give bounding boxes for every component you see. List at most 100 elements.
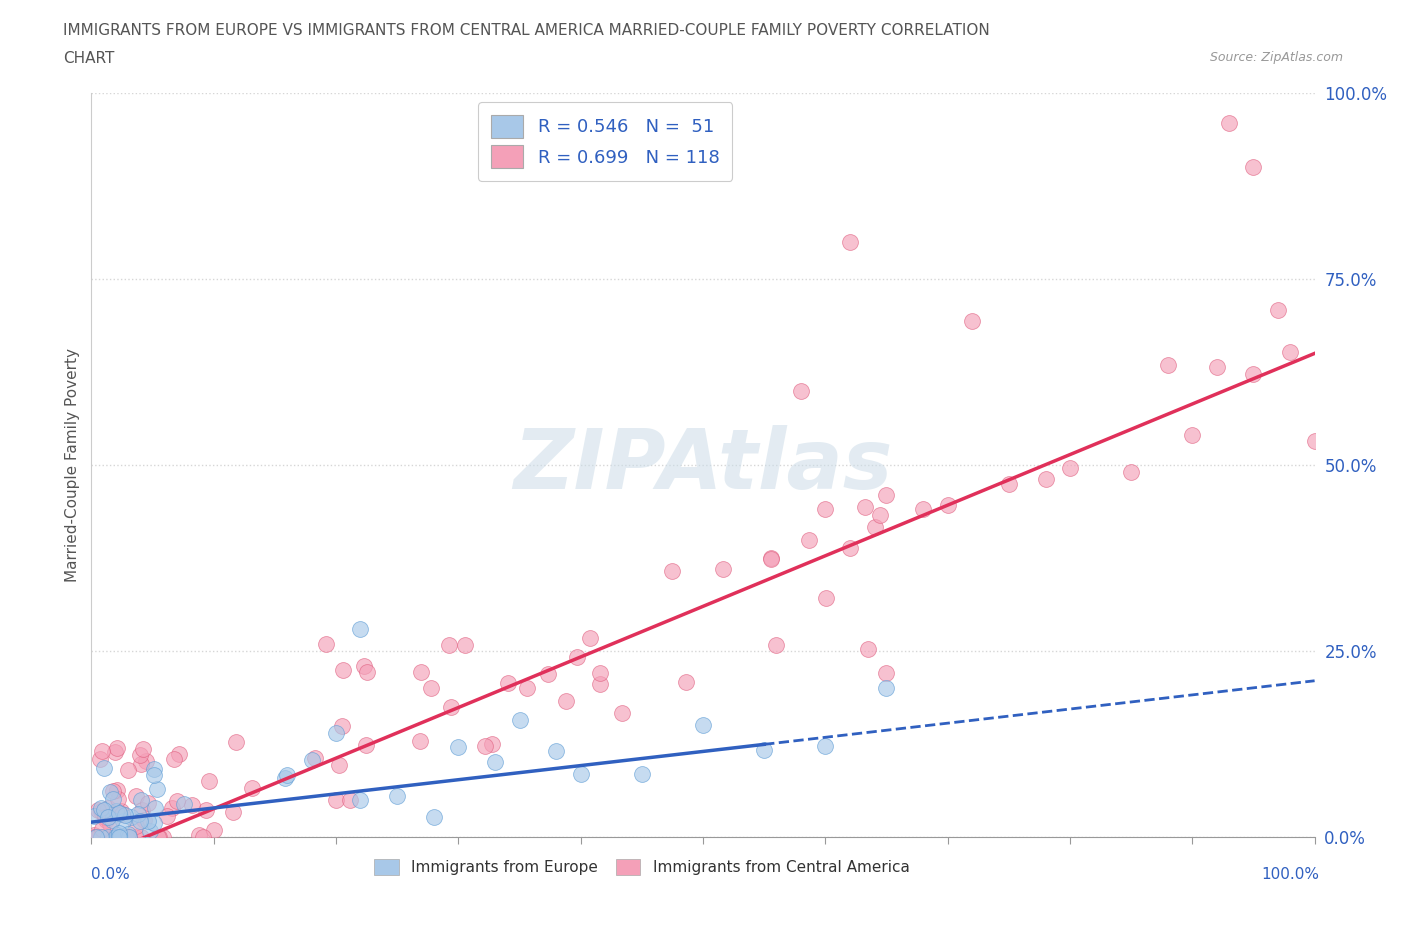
Point [276, 767, 298, 782]
Point [439, 699, 461, 714]
Point [103, 791, 125, 806]
Point [173, 796, 195, 811]
Point [131, 803, 153, 817]
Point [385, 788, 409, 803]
Point [87, 803, 110, 817]
Point [86, 830, 108, 844]
Point [692, 718, 714, 733]
Point [143, 762, 166, 777]
Point [765, 638, 787, 653]
Point [356, 737, 378, 752]
Point [546, 743, 568, 758]
Point [129, 814, 152, 829]
Point [110, 804, 132, 818]
Point [225, 735, 247, 750]
Point [875, 681, 898, 696]
Point [631, 767, 654, 782]
Point [496, 675, 519, 690]
Point [166, 793, 188, 808]
Point [516, 681, 538, 696]
Point [240, 780, 263, 795]
Point [509, 713, 531, 728]
Point [304, 751, 326, 765]
Point [332, 662, 354, 677]
Point [125, 818, 148, 833]
Point [142, 816, 165, 830]
Point [325, 792, 347, 807]
Point [143, 800, 166, 815]
Point [90, 801, 112, 816]
Point [353, 658, 375, 673]
Point [195, 803, 218, 817]
Point [132, 742, 155, 757]
Point [105, 783, 128, 798]
Point [101, 784, 124, 799]
Point [610, 706, 633, 721]
Point [815, 591, 838, 605]
Point [1157, 357, 1180, 372]
Point [579, 631, 602, 645]
Point [93, 803, 115, 817]
Point [114, 830, 136, 844]
Point [1243, 367, 1265, 382]
Point [108, 830, 131, 844]
Point [555, 694, 578, 709]
Point [118, 830, 141, 844]
Point [104, 806, 127, 821]
Point [108, 825, 131, 840]
Point [339, 792, 361, 807]
Point [100, 785, 122, 800]
Text: IMMIGRANTS FROM EUROPE VS IMMIGRANTS FROM CENTRAL AMERICA MARRIED-COUPLE FAMILY : IMMIGRANTS FROM EUROPE VS IMMIGRANTS FRO… [63, 23, 990, 38]
Point [193, 830, 215, 844]
Point [117, 830, 139, 844]
Point [89, 751, 111, 766]
Point [117, 827, 139, 842]
Point [797, 533, 820, 548]
Point [1181, 428, 1204, 443]
Point [790, 383, 813, 398]
Point [146, 830, 169, 844]
Text: Source: ZipAtlas.com: Source: ZipAtlas.com [1209, 51, 1343, 64]
Point [129, 792, 152, 807]
Point [90, 804, 112, 819]
Point [454, 638, 477, 653]
Point [349, 621, 371, 636]
Point [589, 666, 612, 681]
Point [148, 830, 170, 844]
Point [536, 667, 558, 682]
Point [112, 814, 135, 829]
Point [156, 809, 179, 824]
Point [111, 830, 134, 844]
Point [198, 774, 221, 789]
Point [91, 821, 114, 836]
Point [759, 551, 782, 565]
Point [814, 739, 837, 754]
Point [869, 508, 891, 523]
Point [104, 745, 127, 760]
Point [349, 792, 371, 807]
Point [936, 498, 959, 512]
Point [759, 551, 782, 566]
Point [127, 806, 149, 821]
Point [83, 828, 105, 843]
Point [481, 737, 503, 751]
Point [94, 809, 117, 824]
Point [107, 828, 129, 843]
Point [356, 664, 378, 679]
Point [134, 813, 156, 828]
Point [420, 681, 443, 696]
Point [589, 676, 612, 691]
Point [856, 642, 879, 657]
Point [1205, 360, 1227, 375]
Point [1303, 433, 1326, 448]
Text: CHART: CHART [63, 51, 115, 66]
Point [960, 314, 983, 329]
Text: 0.0%: 0.0% [91, 867, 131, 882]
Point [998, 476, 1021, 491]
Point [104, 830, 127, 844]
Point [222, 804, 245, 819]
Point [423, 809, 446, 824]
Point [97, 830, 120, 844]
Point [328, 758, 350, 773]
Point [114, 807, 136, 822]
